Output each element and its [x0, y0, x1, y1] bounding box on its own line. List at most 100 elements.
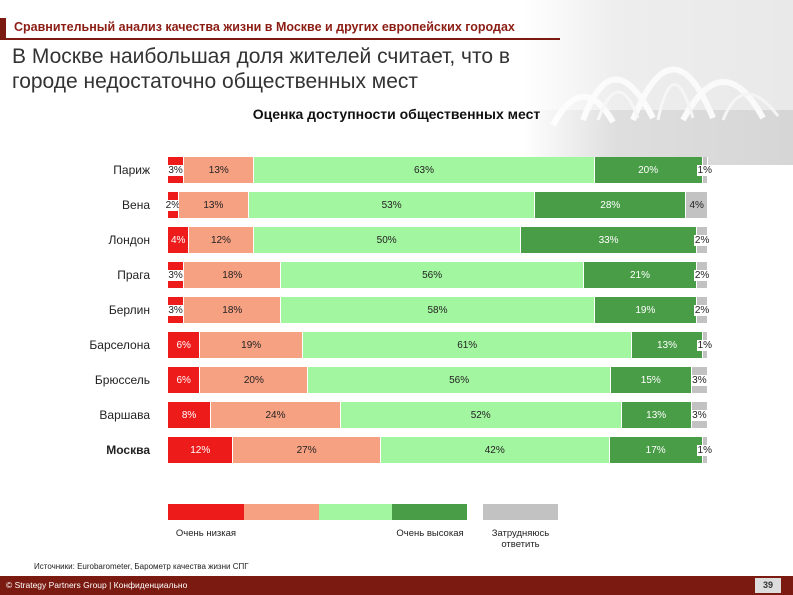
- footer-copyright: © Strategy Partners Group | Конфиденциал…: [6, 580, 188, 590]
- legend-label-very-low: Очень низкая: [175, 528, 237, 539]
- data-label: 2%: [693, 234, 711, 246]
- bar-segment: 53%: [249, 192, 536, 218]
- bar-segment: 12%: [189, 227, 254, 253]
- bar-segment: 21%: [583, 262, 698, 288]
- category-label: Варшава: [99, 408, 150, 422]
- category-label: Лондон: [108, 233, 150, 247]
- bar-segment: 18%: [184, 297, 282, 323]
- bar-segment: 42%: [380, 437, 610, 463]
- data-label: 56%: [449, 374, 470, 386]
- category-label: Вена: [122, 198, 150, 212]
- category-label: Барселона: [89, 338, 150, 352]
- bar-segment: 20%: [200, 367, 309, 393]
- page-number: 39: [755, 578, 781, 593]
- footer-bar: [0, 576, 793, 595]
- data-label: 3%: [167, 164, 184, 176]
- data-label: 24%: [265, 409, 286, 421]
- data-label: 33%: [598, 234, 619, 246]
- data-label: 18%: [222, 304, 243, 316]
- header-accent-bar: [0, 18, 6, 38]
- data-label: 19%: [241, 339, 262, 351]
- bar-segment: 2%: [693, 297, 711, 323]
- bar-segment: 19%: [594, 297, 698, 323]
- data-label: 13%: [646, 409, 667, 421]
- data-label: 3%: [691, 374, 708, 386]
- bar-segment: 20%: [594, 157, 703, 183]
- data-label: 20%: [243, 374, 264, 386]
- data-label: 4%: [689, 199, 704, 211]
- bar-segment: 3%: [167, 297, 185, 323]
- data-label: 27%: [296, 444, 317, 456]
- data-label: 15%: [640, 374, 661, 386]
- bar-segment: 12%: [168, 437, 234, 463]
- data-label: 52%: [470, 409, 491, 421]
- data-label: 19%: [635, 304, 656, 316]
- data-label: 13%: [656, 339, 677, 351]
- data-label: 28%: [600, 199, 621, 211]
- bar-segment: 52%: [340, 402, 622, 428]
- slide-supertitle: Сравнительный анализ качества жизни в Мо…: [14, 20, 515, 34]
- data-label: 13%: [203, 199, 224, 211]
- bar-segment: 56%: [281, 262, 584, 288]
- data-label: 3%: [167, 269, 184, 281]
- bar-segment: 27%: [233, 437, 381, 463]
- chart-title: Оценка доступности общественных мест: [252, 106, 541, 122]
- bar-segment: 13%: [178, 192, 249, 218]
- category-label: Москва: [106, 443, 150, 457]
- bar-segment: 17%: [609, 437, 703, 463]
- data-label: 56%: [422, 269, 443, 281]
- data-label: 1%: [696, 164, 714, 176]
- data-label: 58%: [427, 304, 448, 316]
- bar-segment: 3%: [691, 367, 708, 393]
- bar-segment: 2%: [164, 192, 182, 218]
- category-label: Прага: [117, 268, 150, 282]
- data-label: 3%: [167, 304, 184, 316]
- data-label: 6%: [176, 374, 191, 386]
- bar-segment: 4%: [168, 227, 190, 253]
- legend-swatch-very-high: [392, 504, 467, 520]
- bar-segment: 1%: [696, 157, 714, 183]
- bar-segment: 4%: [686, 192, 708, 218]
- legend-swatch-low: [244, 504, 319, 520]
- data-label: 42%: [484, 444, 505, 456]
- source-note: Источники: Eurobarometer, Барометр качес…: [34, 562, 249, 571]
- data-label: 13%: [208, 164, 229, 176]
- data-label: 21%: [629, 269, 650, 281]
- bar-segment: 13%: [184, 157, 255, 183]
- bar-segment: 15%: [610, 367, 692, 393]
- bar-segment: 8%: [168, 402, 212, 428]
- bar-segment: 1%: [696, 437, 713, 463]
- bar-segment: 13%: [632, 332, 703, 358]
- data-label: 2%: [693, 304, 711, 316]
- bar-segment: 6%: [168, 332, 201, 358]
- bar-segment: 61%: [303, 332, 633, 358]
- bar-segment: 3%: [167, 157, 185, 183]
- data-label: 17%: [645, 444, 666, 456]
- stacked-bar-chart: 3% 13% 63% 20% 1% 2% 13% 53% 28% 4% 4% 12% 50% 33% 2% 3…: [164, 157, 714, 477]
- data-label: 50%: [376, 234, 397, 246]
- bar-segment: 13%: [621, 402, 692, 428]
- data-label: 8%: [181, 409, 197, 421]
- bar-segment: 2%: [693, 227, 711, 253]
- fountain-background-image: [523, 0, 793, 165]
- bar-segment: 3%: [691, 402, 708, 428]
- bar-segment: 56%: [308, 367, 611, 393]
- category-label: Париж: [113, 163, 150, 177]
- legend-swatch-very-low: [168, 504, 244, 520]
- data-label: 6%: [176, 339, 191, 351]
- legend-swatch-undecided: [483, 504, 558, 520]
- bar-segment: 6%: [168, 367, 201, 393]
- data-label: 12%: [210, 234, 231, 246]
- header-underline: [0, 38, 560, 40]
- data-label: 1%: [696, 444, 713, 456]
- slide-headline: В Москве наибольшая доля жителей считает…: [12, 45, 511, 93]
- category-label: Берлин: [108, 303, 150, 317]
- bar-segment: 2%: [693, 262, 711, 288]
- data-label: 61%: [457, 339, 478, 351]
- bar-segment: 24%: [211, 402, 341, 428]
- data-label: 12%: [190, 444, 211, 456]
- data-label: 2%: [164, 199, 182, 211]
- bar-segment: 19%: [200, 332, 303, 358]
- category-label: Брюссель: [94, 373, 150, 387]
- data-label: 18%: [222, 269, 243, 281]
